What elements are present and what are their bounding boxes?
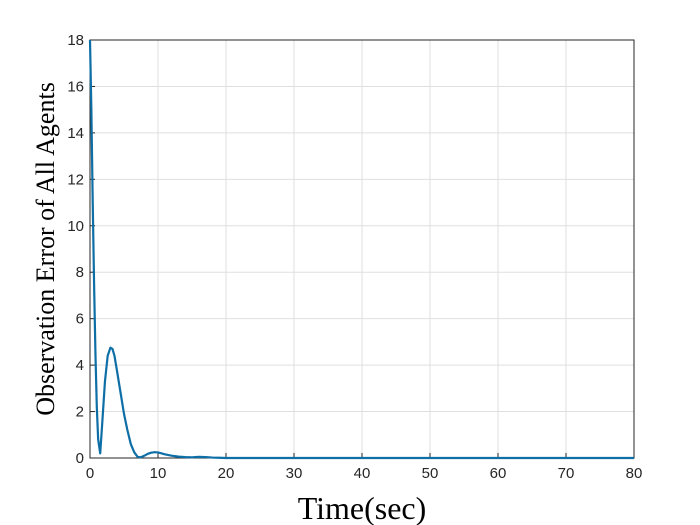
y-tick-label: 4	[76, 357, 84, 374]
y-tick-label: 2	[76, 404, 84, 421]
y-tick-label: 14	[67, 125, 84, 142]
y-tick-label: 0	[76, 450, 84, 467]
x-tick-label: 70	[558, 465, 575, 482]
y-tick-label: 6	[76, 311, 84, 328]
y-tick-label: 8	[76, 264, 84, 281]
y-tick-label: 16	[67, 78, 84, 95]
x-tick-label: 60	[490, 465, 507, 482]
y-axis-label: Observation Error of All Agents	[31, 82, 60, 416]
x-tick-label: 50	[422, 465, 439, 482]
y-tick-label: 12	[67, 171, 84, 188]
data-line	[88, 39, 634, 460]
x-tick-label: 80	[626, 465, 643, 482]
x-tick-label: 0	[86, 465, 94, 482]
x-tick-label: 20	[218, 465, 235, 482]
x-tick-label: 10	[150, 465, 167, 482]
x-tick-label: 40	[354, 465, 371, 482]
x-tick-label: 30	[286, 465, 303, 482]
y-tick-label: 18	[67, 32, 84, 49]
y-tick-label: 10	[67, 218, 84, 235]
x-axis-label: Time(sec)	[298, 490, 427, 525]
